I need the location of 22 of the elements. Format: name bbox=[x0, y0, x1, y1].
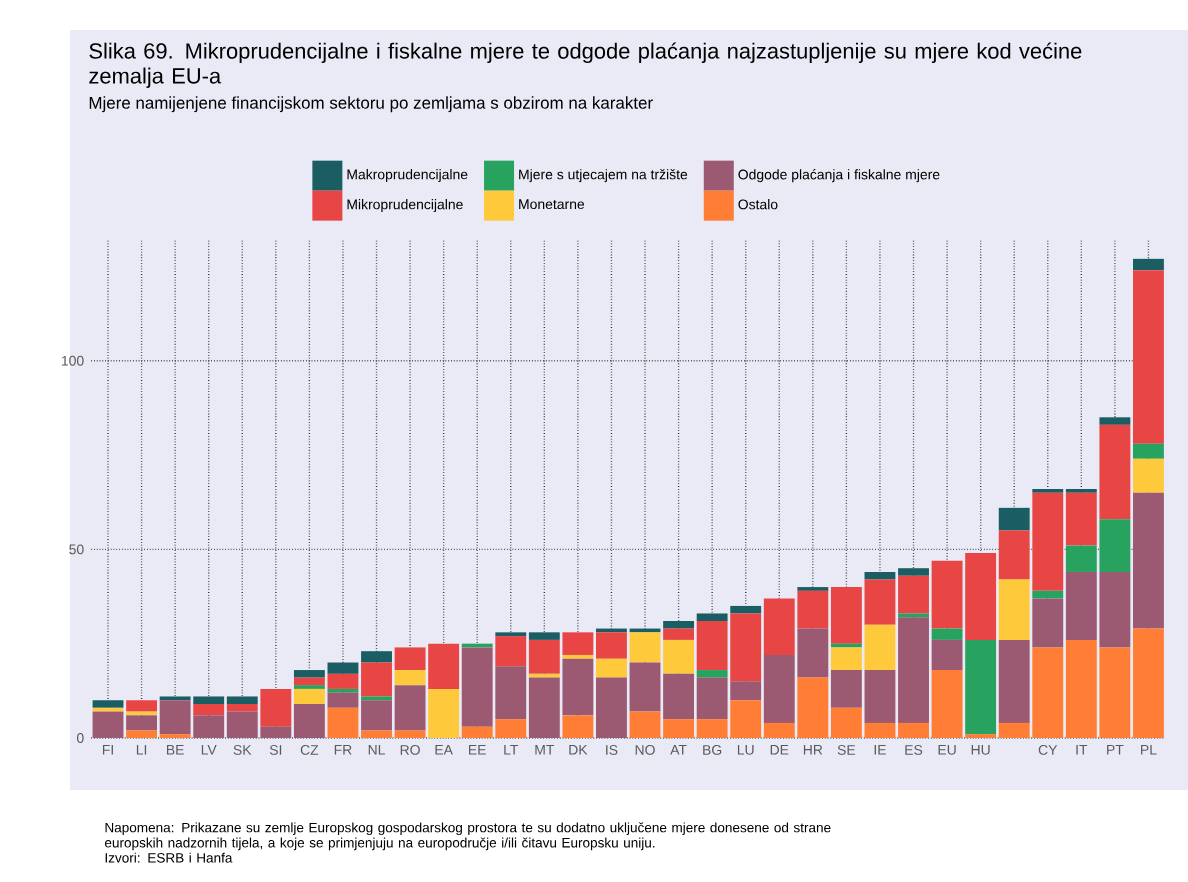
bar bbox=[1133, 443, 1164, 459]
chart-subtitle: Mjere namijenjene financijskom sektoru po zemljama s obzirom na karakter bbox=[89, 96, 653, 113]
bar bbox=[428, 688, 460, 738]
chart-title: Slika 69. Mikroprudencijalne i fiskalne mjere te odgode plaćanja najzastupljenije su mjere kod većine zemalja EU-a bbox=[89, 42, 1082, 88]
bar bbox=[730, 605, 762, 614]
bar bbox=[1032, 590, 1064, 599]
bar bbox=[931, 628, 963, 640]
bar bbox=[696, 613, 728, 622]
bar bbox=[998, 579, 1030, 640]
bar bbox=[965, 639, 997, 735]
bar bbox=[293, 688, 325, 705]
bar bbox=[361, 651, 392, 663]
bar bbox=[92, 700, 124, 708]
bar bbox=[1133, 258, 1164, 271]
bar bbox=[126, 700, 158, 712]
bar bbox=[1133, 458, 1164, 493]
bar bbox=[394, 670, 426, 686]
bar bbox=[998, 507, 1030, 531]
bar bbox=[663, 621, 695, 629]
bar bbox=[562, 715, 594, 738]
bar bbox=[696, 670, 728, 678]
bar bbox=[1099, 417, 1131, 425]
